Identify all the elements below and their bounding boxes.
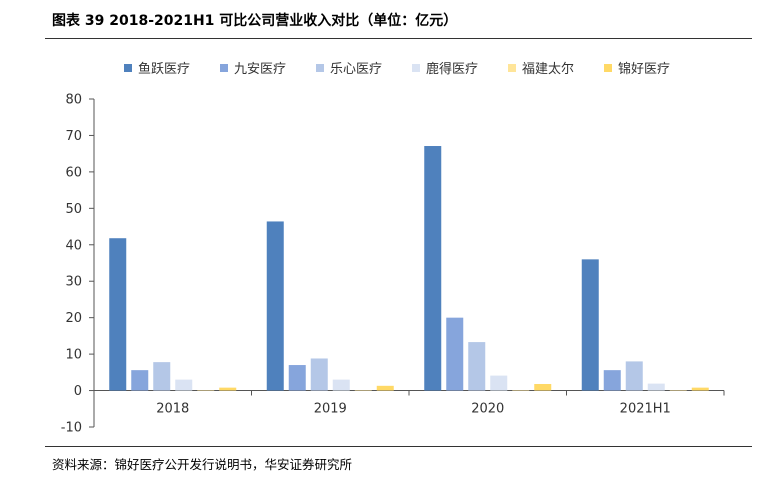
bar [354,390,372,391]
bar [512,390,530,391]
legend-label: 鱼跃医疗 [138,61,190,77]
x-tick-label: 2020 [471,402,504,417]
y-tick-label: 20 [65,311,82,326]
bar [219,387,237,391]
bar [376,385,394,391]
bar [109,238,127,391]
bar [691,387,709,391]
bar [266,221,284,391]
y-tick-label: 70 [65,129,82,144]
bars [109,146,709,391]
bar [153,362,171,391]
bar [288,365,306,391]
title-divider [45,38,752,39]
bar [669,390,687,391]
legend-swatch [220,64,228,72]
legend-label: 锦好医疗 [618,62,670,77]
x-tick-label: 2021H1 [620,402,671,417]
bar [534,383,552,391]
bar [446,317,464,391]
legend: 鱼跃医疗 九安医疗 乐心医疗 鹿得医疗 福建太尔 锦好医疗 [124,61,670,77]
bar [310,358,328,391]
y-tick-label: 10 [65,348,82,363]
legend-swatch [316,64,324,72]
y-tick-label: 40 [65,238,82,253]
legend-swatch [604,64,612,72]
bar [625,361,643,391]
bar [490,375,508,391]
y-tick-label: -10 [61,421,82,436]
bar [332,379,350,391]
bar [424,146,442,391]
legend-swatch [412,64,420,72]
y-tick-label: 0 [74,384,82,399]
bar [603,370,621,391]
legend-label: 福建太尔 [522,62,574,77]
bar [131,370,149,391]
source-note: 资料来源：锦好医疗公开发行说明书，华安证券研究所 [52,457,353,472]
y-tick-label: 80 [65,93,82,108]
bar [175,379,193,391]
y-tick-label: 50 [65,202,82,217]
legend-label: 九安医疗 [234,62,286,77]
bar [647,383,665,391]
x-axis: 2018 2019 2020 2021H1 [93,390,725,417]
legend-label: 鹿得医疗 [426,61,478,77]
bar [581,259,599,391]
source-divider [45,446,752,447]
x-tick-label: 2019 [314,402,347,417]
bar [197,390,215,391]
y-axis: -10 0 10 20 30 40 50 60 70 80 [61,93,95,436]
x-tick-label: 2018 [156,402,189,417]
legend-swatch [508,64,516,72]
legend-swatch [124,64,132,72]
bar [468,342,486,391]
y-tick-label: 30 [65,275,82,290]
chart-title: 图表 39 2018-2021H1 可比公司营业收入对比（单位：亿元） [52,13,458,29]
legend-label: 乐心医疗 [330,62,382,77]
y-tick-label: 60 [65,165,82,180]
